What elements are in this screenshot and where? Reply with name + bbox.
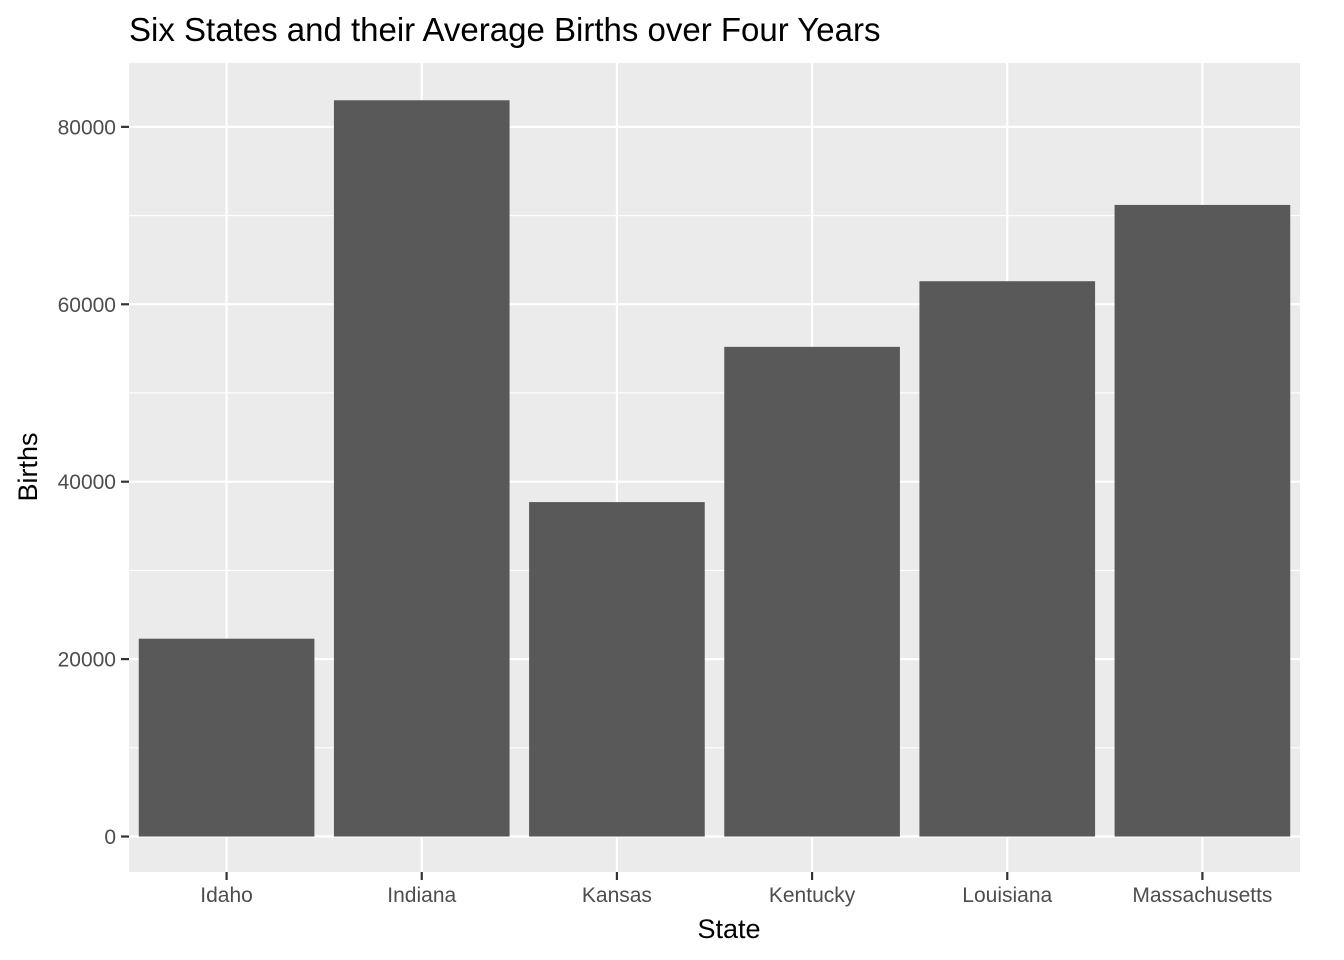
plot-panel <box>129 63 1300 872</box>
x-tick-label-kentucky: Kentucky <box>769 884 856 907</box>
bar-massachusetts <box>1114 204 1291 837</box>
chart-title: Six States and their Average Births over… <box>129 11 880 48</box>
y-axis-title: Births <box>13 432 43 501</box>
bar-kansas <box>529 502 705 837</box>
y-tick-label: 80000 <box>58 116 116 139</box>
x-axis: Idaho Indiana Kansas Kentucky Louisiana Massa… <box>200 872 1272 907</box>
x-tick-label-idaho: Idaho <box>200 884 253 907</box>
bar-kentucky <box>724 346 900 837</box>
y-axis: 0 20000 40000 60000 80000 <box>58 116 129 849</box>
y-tick-label: 60000 <box>58 294 116 317</box>
x-tick-label-indiana: Indiana <box>387 884 456 907</box>
y-tick-label: 40000 <box>58 471 116 494</box>
x-axis-title: State <box>697 914 760 944</box>
minor-grid <box>129 215 1300 749</box>
bar-indiana <box>333 100 510 837</box>
x-tick-label-kansas: Kansas <box>582 884 652 907</box>
bar-louisiana <box>919 281 1096 837</box>
y-tick-label: 20000 <box>58 649 116 672</box>
bars <box>138 100 1291 837</box>
x-tick-label-louisiana: Louisiana <box>962 884 1052 907</box>
bar-idaho <box>138 638 315 837</box>
x-tick-label-massachusetts: Massachusetts <box>1132 884 1272 907</box>
y-tick-label: 0 <box>104 826 116 849</box>
